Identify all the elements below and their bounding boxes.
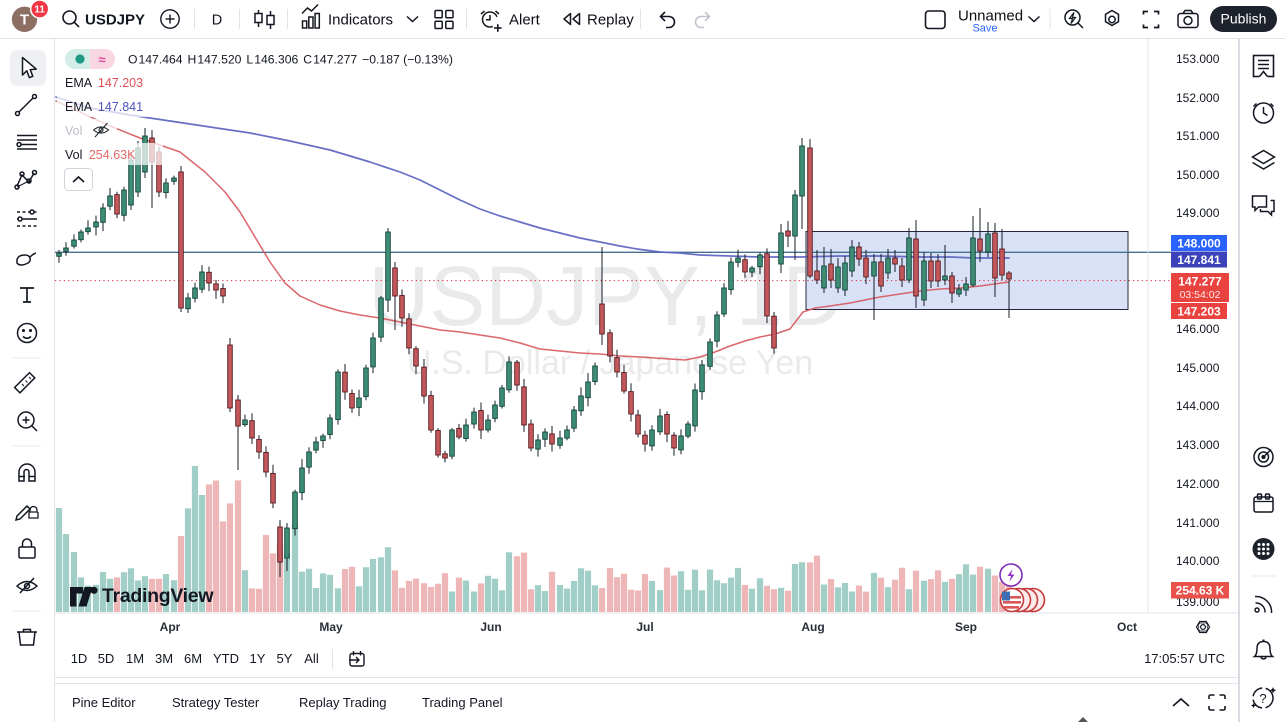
svg-text:D: D (212, 13, 222, 29)
svg-text:144.000: 144.000 (1176, 399, 1220, 413)
svg-text:T: T (20, 12, 29, 29)
svg-text:EMA 147.841: EMA 147.841 (65, 100, 143, 114)
svg-text:EMA 147.203: EMA 147.203 (65, 76, 143, 90)
svg-text:152.000: 152.000 (1176, 91, 1220, 105)
svg-text:Aug: Aug (801, 620, 824, 634)
svg-text:254.63 K: 254.63 K (1176, 584, 1225, 598)
svg-text:03:54:02: 03:54:02 (1180, 289, 1221, 301)
svg-text:Vol: Vol (65, 124, 82, 138)
svg-text:145.000: 145.000 (1176, 361, 1220, 375)
svg-text:147.203: 147.203 (1177, 305, 1221, 319)
svg-text:150.000: 150.000 (1176, 168, 1220, 182)
svg-text:143.000: 143.000 (1176, 438, 1220, 452)
svg-text:149.000: 149.000 (1176, 206, 1220, 220)
svg-text:Apr: Apr (160, 620, 181, 634)
svg-text:Publish: Publish (1221, 11, 1267, 27)
svg-text:USDJPY: USDJPY (85, 12, 145, 29)
svg-text:?: ? (1259, 691, 1266, 706)
svg-text:Sep: Sep (955, 620, 977, 634)
svg-text:151.000: 151.000 (1176, 129, 1220, 143)
svg-text:TradingView: TradingView (102, 585, 214, 607)
svg-text:USDJPY, 1D: USDJPY, 1D (369, 249, 844, 343)
svg-text:141.000: 141.000 (1176, 516, 1220, 530)
svg-text:Unnamed: Unnamed (958, 8, 1023, 25)
svg-text:11: 11 (34, 5, 45, 16)
svg-text:148.000: 148.000 (1177, 237, 1221, 251)
svg-text:May: May (319, 620, 343, 634)
svg-text:140.000: 140.000 (1176, 554, 1220, 568)
svg-text:Indicators: Indicators (328, 12, 393, 29)
svg-text:Save: Save (972, 23, 997, 35)
svg-text:147.277: 147.277 (1178, 275, 1222, 289)
svg-text:Jul: Jul (636, 620, 653, 634)
svg-text:Oct: Oct (1117, 620, 1137, 634)
svg-text:142.000: 142.000 (1176, 477, 1220, 491)
svg-text:153.000: 153.000 (1176, 52, 1220, 66)
svg-text:Replay: Replay (587, 12, 634, 29)
svg-text:Alert: Alert (509, 12, 541, 29)
svg-text:146.000: 146.000 (1176, 322, 1220, 336)
svg-text:≈: ≈ (98, 52, 105, 67)
svg-text:Jun: Jun (480, 620, 501, 634)
svg-text:Vol 254.63K: Vol 254.63K (65, 148, 136, 162)
svg-text:147.841: 147.841 (1177, 253, 1221, 267)
